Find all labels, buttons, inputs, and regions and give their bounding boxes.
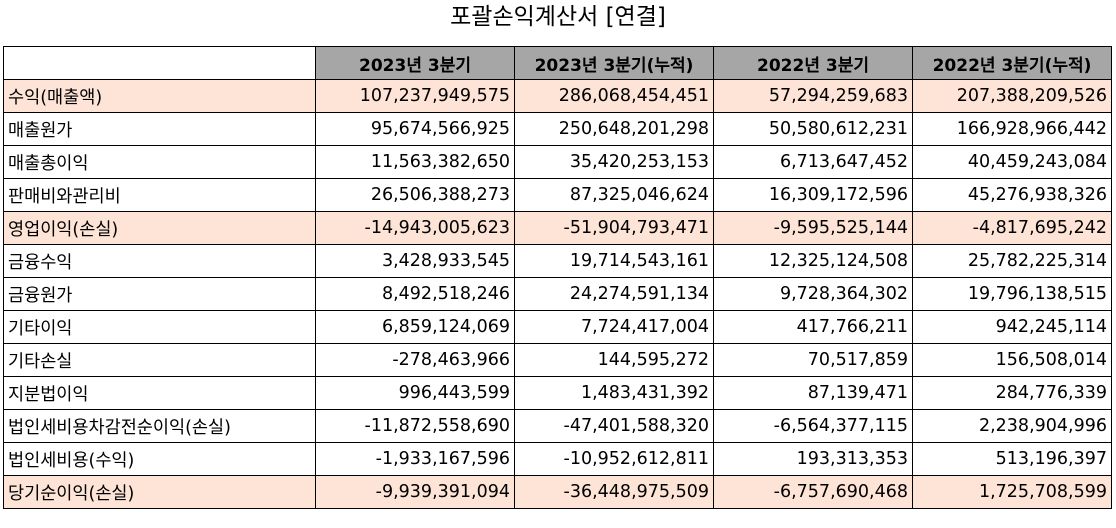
value-cell: 87,139,471 <box>713 376 913 410</box>
row-label: 영업이익(손실) <box>3 211 316 245</box>
value-cell: 9,728,364,302 <box>713 277 913 311</box>
table-row: 법인세비용차감전순이익(손실) -11,872,558,690 -47,401,58… <box>3 409 1112 443</box>
table-row: 지분법이익 996,443,599 1,483,431,392 87,139,471 2… <box>3 376 1112 410</box>
table-row: 매출총이익 11,563,382,650 35,420,253,153 6,713,6… <box>3 145 1112 179</box>
value-cell: 40,459,243,084 <box>912 145 1112 179</box>
value-cell: -11,872,558,690 <box>315 409 515 443</box>
value-cell: 6,713,647,452 <box>713 145 913 179</box>
value-cell: -51,904,793,471 <box>514 211 714 245</box>
value-cell: 95,674,566,925 <box>315 112 515 146</box>
value-cell: -1,933,167,596 <box>315 442 515 476</box>
value-cell: 50,580,612,231 <box>713 112 913 146</box>
income-statement-table: 2023년 3분기 2023년 3분기(누적) 2022년 3분기 2022년 … <box>3 46 1112 509</box>
value-cell: 1,483,431,392 <box>514 376 714 410</box>
value-cell: -278,463,966 <box>315 343 515 377</box>
value-cell: 166,928,966,442 <box>912 112 1112 146</box>
value-cell: 193,313,353 <box>713 442 913 476</box>
value-cell: 2,238,904,996 <box>912 409 1112 443</box>
column-header: 2023년 3분기 <box>315 46 515 80</box>
row-label: 기타손실 <box>3 343 316 377</box>
value-cell: 26,506,388,273 <box>315 178 515 212</box>
value-cell: 417,766,211 <box>713 310 913 344</box>
page-title: 포괄손익계산서 [연결] <box>450 4 666 30</box>
table-row: 수익(매출액) 107,237,949,575 286,068,454,451 57,… <box>3 79 1112 113</box>
value-cell: 207,388,209,526 <box>912 79 1112 113</box>
value-cell: 942,245,114 <box>912 310 1112 344</box>
value-cell: 144,595,272 <box>514 343 714 377</box>
value-cell: 12,325,124,508 <box>713 244 913 278</box>
value-cell: -9,939,391,094 <box>315 475 515 509</box>
value-cell: -10,952,612,811 <box>514 442 714 476</box>
value-cell: -9,595,525,144 <box>713 211 913 245</box>
value-cell: 57,294,259,683 <box>713 79 913 113</box>
value-cell: -6,564,377,115 <box>713 409 913 443</box>
value-cell: 45,276,938,326 <box>912 178 1112 212</box>
row-label: 법인세비용(수익) <box>3 442 316 476</box>
row-label: 판매비와관리비 <box>3 178 316 212</box>
value-cell: 70,517,859 <box>713 343 913 377</box>
value-cell: 35,420,253,153 <box>514 145 714 179</box>
table-row: 금융원가 8,492,518,246 24,274,591,134 9,728,364… <box>3 277 1112 311</box>
value-cell: 19,796,138,515 <box>912 277 1112 311</box>
value-cell: 16,309,172,596 <box>713 178 913 212</box>
column-header: 2022년 3분기 <box>713 46 913 80</box>
row-label: 지분법이익 <box>3 376 316 410</box>
table-row: 당기순이익(손실) -9,939,391,094 -36,448,975,509 -6… <box>3 475 1112 509</box>
row-label: 기타이익 <box>3 310 316 344</box>
value-cell: 156,508,014 <box>912 343 1112 377</box>
value-cell: 8,492,518,246 <box>315 277 515 311</box>
table-row: 금융수익 3,428,933,545 19,714,543,161 12,325,12… <box>3 244 1112 278</box>
value-cell: 513,196,397 <box>912 442 1112 476</box>
table-row: 매출원가 95,674,566,925 250,648,201,298 50,580,… <box>3 112 1112 146</box>
row-label: 법인세비용차감전순이익(손실) <box>3 409 316 443</box>
row-label: 금융수익 <box>3 244 316 278</box>
value-cell: -36,448,975,509 <box>514 475 714 509</box>
value-cell: 24,274,591,134 <box>514 277 714 311</box>
value-cell: 7,724,417,004 <box>514 310 714 344</box>
value-cell: 284,776,339 <box>912 376 1112 410</box>
value-cell: -6,757,690,468 <box>713 475 913 509</box>
column-header: 2023년 3분기(누적) <box>514 46 714 80</box>
table-row: 기타손실 -278,463,966 144,595,272 70,517,859 156… <box>3 343 1112 377</box>
row-label: 매출총이익 <box>3 145 316 179</box>
value-cell: 3,428,933,545 <box>315 244 515 278</box>
table-row: 판매비와관리비 26,506,388,273 87,325,046,624 16,30… <box>3 178 1112 212</box>
value-cell: -4,817,695,242 <box>912 211 1112 245</box>
value-cell: 87,325,046,624 <box>514 178 714 212</box>
header-corner-cell <box>3 46 316 80</box>
row-label: 매출원가 <box>3 112 316 146</box>
value-cell: 996,443,599 <box>315 376 515 410</box>
value-cell: 286,068,454,451 <box>514 79 714 113</box>
value-cell: 1,725,708,599 <box>912 475 1112 509</box>
value-cell: 250,648,201,298 <box>514 112 714 146</box>
column-header: 2022년 3분기(누적) <box>912 46 1112 80</box>
value-cell: 19,714,543,161 <box>514 244 714 278</box>
table-row: 영업이익(손실) -14,943,005,623 -51,904,793,471 -9… <box>3 211 1112 245</box>
row-label: 수익(매출액) <box>3 79 316 113</box>
value-cell: 11,563,382,650 <box>315 145 515 179</box>
value-cell: -47,401,588,320 <box>514 409 714 443</box>
value-cell: -14,943,005,623 <box>315 211 515 245</box>
value-cell: 107,237,949,575 <box>315 79 515 113</box>
header-row: 2023년 3분기 2023년 3분기(누적) 2022년 3분기 2022년 … <box>3 46 1112 80</box>
table-row: 법인세비용(수익) -1,933,167,596 -10,952,612,811 19… <box>3 442 1112 476</box>
value-cell: 6,859,124,069 <box>315 310 515 344</box>
row-label: 당기순이익(손실) <box>3 475 316 509</box>
row-label: 금융원가 <box>3 277 316 311</box>
value-cell: 25,782,225,314 <box>912 244 1112 278</box>
table-row: 기타이익 6,859,124,069 7,724,417,004 417,766,21… <box>3 310 1112 344</box>
